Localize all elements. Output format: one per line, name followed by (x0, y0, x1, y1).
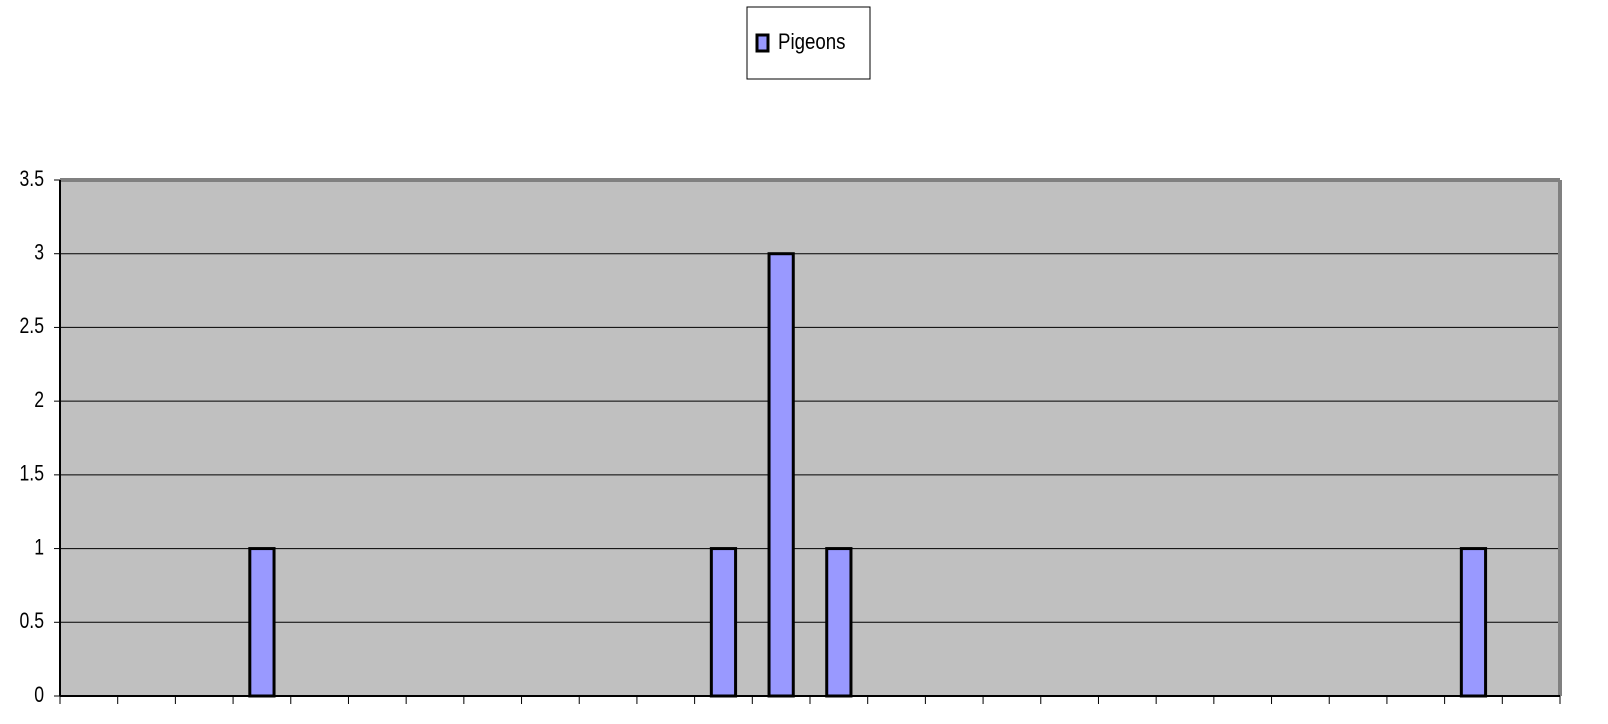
y-tick-label: 3 (34, 241, 44, 265)
bar (825, 547, 853, 698)
y-tick-label: 0.5 (20, 609, 44, 633)
legend-swatch (755, 33, 770, 53)
y-tick-label: 1.5 (20, 462, 44, 486)
bar (248, 547, 276, 698)
bar (767, 252, 795, 698)
y-tick-label: 2 (34, 388, 44, 412)
bar (709, 547, 738, 698)
plot-area (60, 180, 1560, 696)
bar (1459, 547, 1488, 698)
y-tick-label: 0 (34, 683, 44, 707)
y-tick-label: 1 (34, 536, 44, 560)
legend-label: Pigeons (778, 30, 846, 54)
y-tick-label: 2.5 (20, 314, 44, 338)
y-tick-label: 3.5 (20, 167, 44, 191)
